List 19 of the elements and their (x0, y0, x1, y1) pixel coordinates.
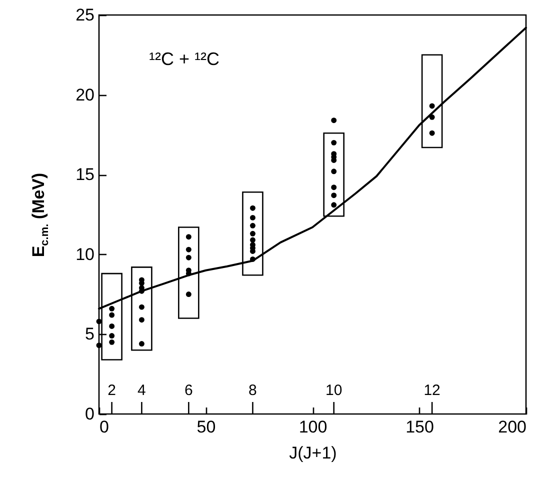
y-tick-label: 25 (76, 6, 94, 24)
annotation: 12 (424, 382, 440, 399)
x-tick-label: 0 (100, 418, 109, 436)
x-tick-label: 200 (498, 418, 526, 436)
annotation: 4 (138, 382, 146, 399)
y-tick-label: 20 (76, 85, 94, 104)
annotation: 6 (184, 382, 193, 399)
y-tick-label: 0 (85, 404, 94, 424)
annotation: 8 (248, 382, 257, 399)
x-tick-label: 100 (298, 418, 328, 436)
annotation: ¹²C + ¹²C (149, 49, 220, 69)
annotation: 10 (326, 382, 342, 399)
x-tick-label: 50 (196, 418, 216, 436)
y-tick-label: 15 (76, 165, 94, 184)
y-tick-label: 5 (85, 324, 94, 344)
x-axis-title: J(J+1) (289, 444, 337, 462)
y-tick-label: 10 (76, 244, 94, 264)
annotation: 2 (108, 382, 116, 399)
x-tick-label: 150 (406, 418, 434, 436)
